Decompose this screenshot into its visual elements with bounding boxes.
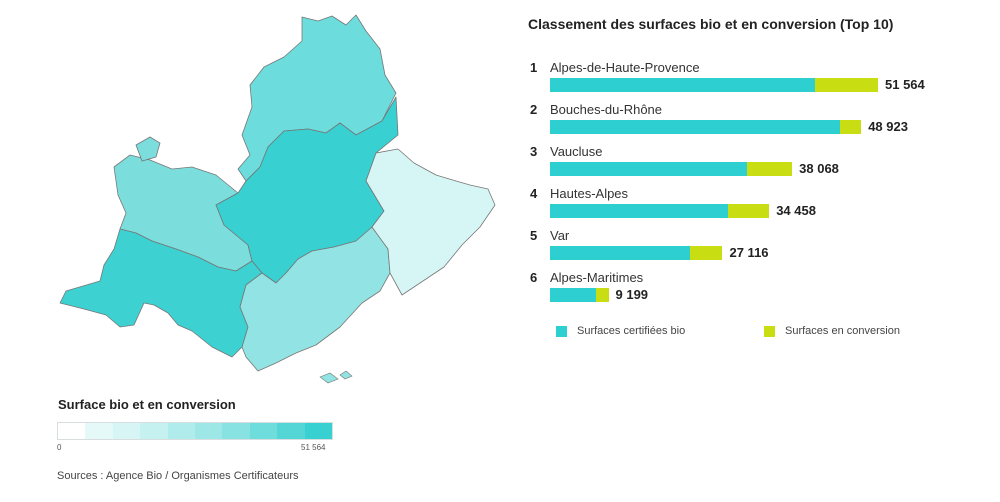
rank-department-name: Var bbox=[550, 228, 570, 243]
rank-total-value: 34 458 bbox=[776, 203, 816, 218]
map-island bbox=[339, 370, 353, 380]
bar-segment-conversion bbox=[689, 246, 723, 260]
chart-title: Classement des surfaces bio et en conver… bbox=[528, 16, 894, 32]
rank-number: 4 bbox=[530, 186, 538, 201]
rank-number: 6 bbox=[530, 270, 538, 285]
rank-total-value: 51 564 bbox=[885, 77, 925, 92]
bar-segment-bio bbox=[550, 288, 597, 302]
map-dept-alpes-maritimes[interactable] bbox=[365, 148, 496, 296]
legend-swatch-bio bbox=[556, 325, 567, 337]
map-dept-var[interactable] bbox=[239, 226, 391, 372]
rank-row: 3 Vaucluse 38 068 bbox=[528, 144, 968, 184]
color-scale-step bbox=[249, 423, 278, 439]
bar-segment-bio bbox=[550, 246, 690, 260]
color-scale-step bbox=[222, 423, 250, 439]
color-scale-step bbox=[140, 423, 168, 439]
color-scale-step bbox=[195, 423, 223, 439]
rank-row: 6 Alpes-Maritimes 9 199 bbox=[528, 270, 968, 310]
rank-department-name: Alpes-de-Haute-Provence bbox=[550, 60, 700, 75]
legend-item-bio: Surfaces certifiées bio bbox=[556, 325, 685, 337]
stacked-bar bbox=[550, 204, 770, 218]
legend-label-conversion: Surfaces en conversion bbox=[785, 325, 900, 337]
rank-total-value: 9 199 bbox=[615, 287, 649, 302]
map-dept-vaucluse-enclave bbox=[135, 136, 161, 162]
rank-number: 5 bbox=[530, 228, 538, 243]
rank-department-name: Vaucluse bbox=[550, 144, 603, 159]
rank-row: 2 Bouches-du-Rhône 48 923 bbox=[528, 102, 968, 142]
legend-swatch-conversion bbox=[764, 325, 775, 337]
bar-segment-bio bbox=[550, 204, 729, 218]
rank-number: 1 bbox=[530, 60, 538, 75]
stacked-bar bbox=[550, 78, 878, 92]
rank-row: 4 Hautes-Alpes 34 458 bbox=[528, 186, 968, 226]
region-map bbox=[59, 14, 496, 384]
stacked-bar bbox=[550, 246, 723, 260]
map-island bbox=[319, 372, 339, 384]
bar-segment-conversion bbox=[596, 288, 609, 302]
color-scale-step bbox=[277, 423, 305, 439]
legend-label-bio: Surfaces certifiées bio bbox=[577, 325, 686, 337]
map-scale-min-label: 0 bbox=[57, 443, 62, 452]
rank-number: 3 bbox=[530, 144, 538, 159]
map-scale-max-label: 51 564 bbox=[301, 443, 326, 452]
rank-department-name: Hautes-Alpes bbox=[550, 186, 629, 201]
map-legend-title: Surface bio et en conversion bbox=[58, 397, 236, 412]
rank-row: 5 Var 27 116 bbox=[528, 228, 968, 268]
rank-total-value: 48 923 bbox=[868, 119, 908, 134]
legend-item-conversion: Surfaces en conversion bbox=[764, 325, 900, 337]
color-scale-step bbox=[112, 423, 141, 439]
bar-segment-bio bbox=[550, 162, 748, 176]
bar-segment-conversion bbox=[747, 162, 793, 176]
rank-department-name: Bouches-du-Rhône bbox=[550, 102, 663, 117]
rank-number: 2 bbox=[530, 102, 538, 117]
color-scale-step bbox=[85, 423, 113, 439]
rank-total-value: 27 116 bbox=[729, 245, 769, 260]
stacked-bar bbox=[550, 120, 862, 134]
bar-segment-bio bbox=[550, 120, 841, 134]
bar-segment-conversion bbox=[815, 78, 878, 92]
stacked-bar bbox=[550, 288, 609, 302]
bar-segment-conversion bbox=[840, 120, 862, 134]
color-scale-step bbox=[58, 423, 86, 439]
rank-total-value: 38 068 bbox=[799, 161, 839, 176]
bar-segment-bio bbox=[550, 78, 816, 92]
color-scale-step bbox=[167, 423, 196, 439]
map-color-scale bbox=[57, 422, 333, 440]
rank-row: 1 Alpes-de-Haute-Provence 51 564 bbox=[528, 60, 968, 100]
rank-department-name: Alpes-Maritimes bbox=[550, 270, 644, 285]
sources-note: Sources : Agence Bio / Organismes Certif… bbox=[57, 470, 299, 482]
bar-segment-conversion bbox=[728, 204, 770, 218]
color-scale-step bbox=[304, 423, 333, 439]
stacked-bar bbox=[550, 162, 793, 176]
